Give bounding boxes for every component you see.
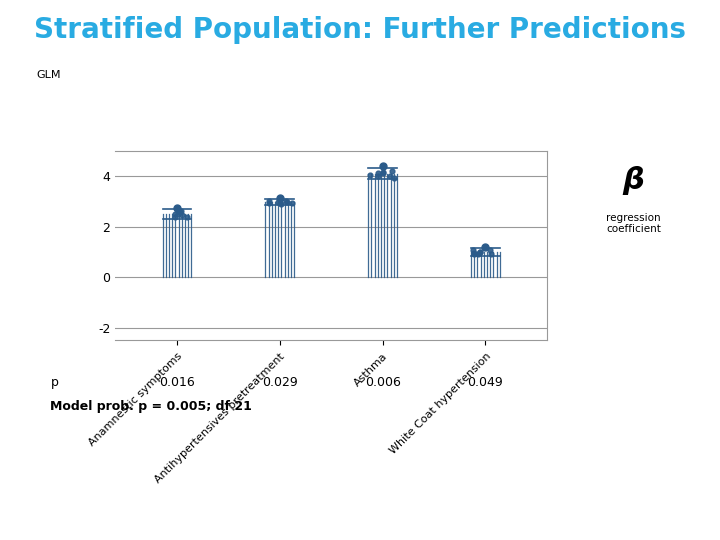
Point <box>172 206 184 215</box>
Point <box>274 199 286 207</box>
Text: White Coat hypertension: White Coat hypertension <box>387 351 492 456</box>
Text: 0.049: 0.049 <box>467 376 503 389</box>
Point <box>384 171 395 180</box>
Point <box>485 250 497 259</box>
Point <box>389 173 400 182</box>
Point <box>176 211 188 219</box>
Text: β: β <box>623 166 644 195</box>
Point <box>174 208 185 217</box>
Point <box>272 197 284 206</box>
Text: Asthma: Asthma <box>353 351 390 388</box>
Text: Antihypertensives pretreatment: Antihypertensives pretreatment <box>153 351 287 484</box>
Point <box>474 247 486 256</box>
Point <box>169 210 181 218</box>
Point <box>372 168 384 177</box>
Text: Stratified Population: Further Predictions: Stratified Population: Further Predictio… <box>34 16 686 44</box>
Point <box>372 172 384 180</box>
Point <box>263 199 274 207</box>
Text: 0.006: 0.006 <box>365 376 400 389</box>
Point <box>472 249 484 258</box>
Point <box>364 170 376 179</box>
Point <box>181 213 193 221</box>
Text: 0.029: 0.029 <box>262 376 297 389</box>
Point <box>171 204 183 212</box>
Point <box>274 193 286 202</box>
Point <box>467 246 479 254</box>
Text: 0.016: 0.016 <box>159 376 195 389</box>
Point <box>275 200 287 208</box>
Point <box>172 210 184 218</box>
Text: Model prob. p = 0.005; df 21: Model prob. p = 0.005; df 21 <box>50 400 252 414</box>
Point <box>387 166 398 175</box>
Point <box>377 168 389 177</box>
Point <box>263 197 274 205</box>
Point <box>280 197 292 205</box>
Point <box>175 207 186 215</box>
Point <box>287 198 298 207</box>
Point <box>468 249 480 258</box>
Point <box>169 213 181 222</box>
Point <box>484 246 495 254</box>
Text: p: p <box>50 376 58 389</box>
Point <box>377 162 388 171</box>
Text: GLM: GLM <box>36 70 60 80</box>
Point <box>377 167 389 176</box>
Point <box>468 248 480 257</box>
Point <box>474 248 486 256</box>
Point <box>480 242 491 251</box>
Point <box>282 198 293 207</box>
Text: Anamnestic symptoms: Anamnestic symptoms <box>87 351 184 448</box>
Text: regression
coefficient: regression coefficient <box>606 213 661 234</box>
